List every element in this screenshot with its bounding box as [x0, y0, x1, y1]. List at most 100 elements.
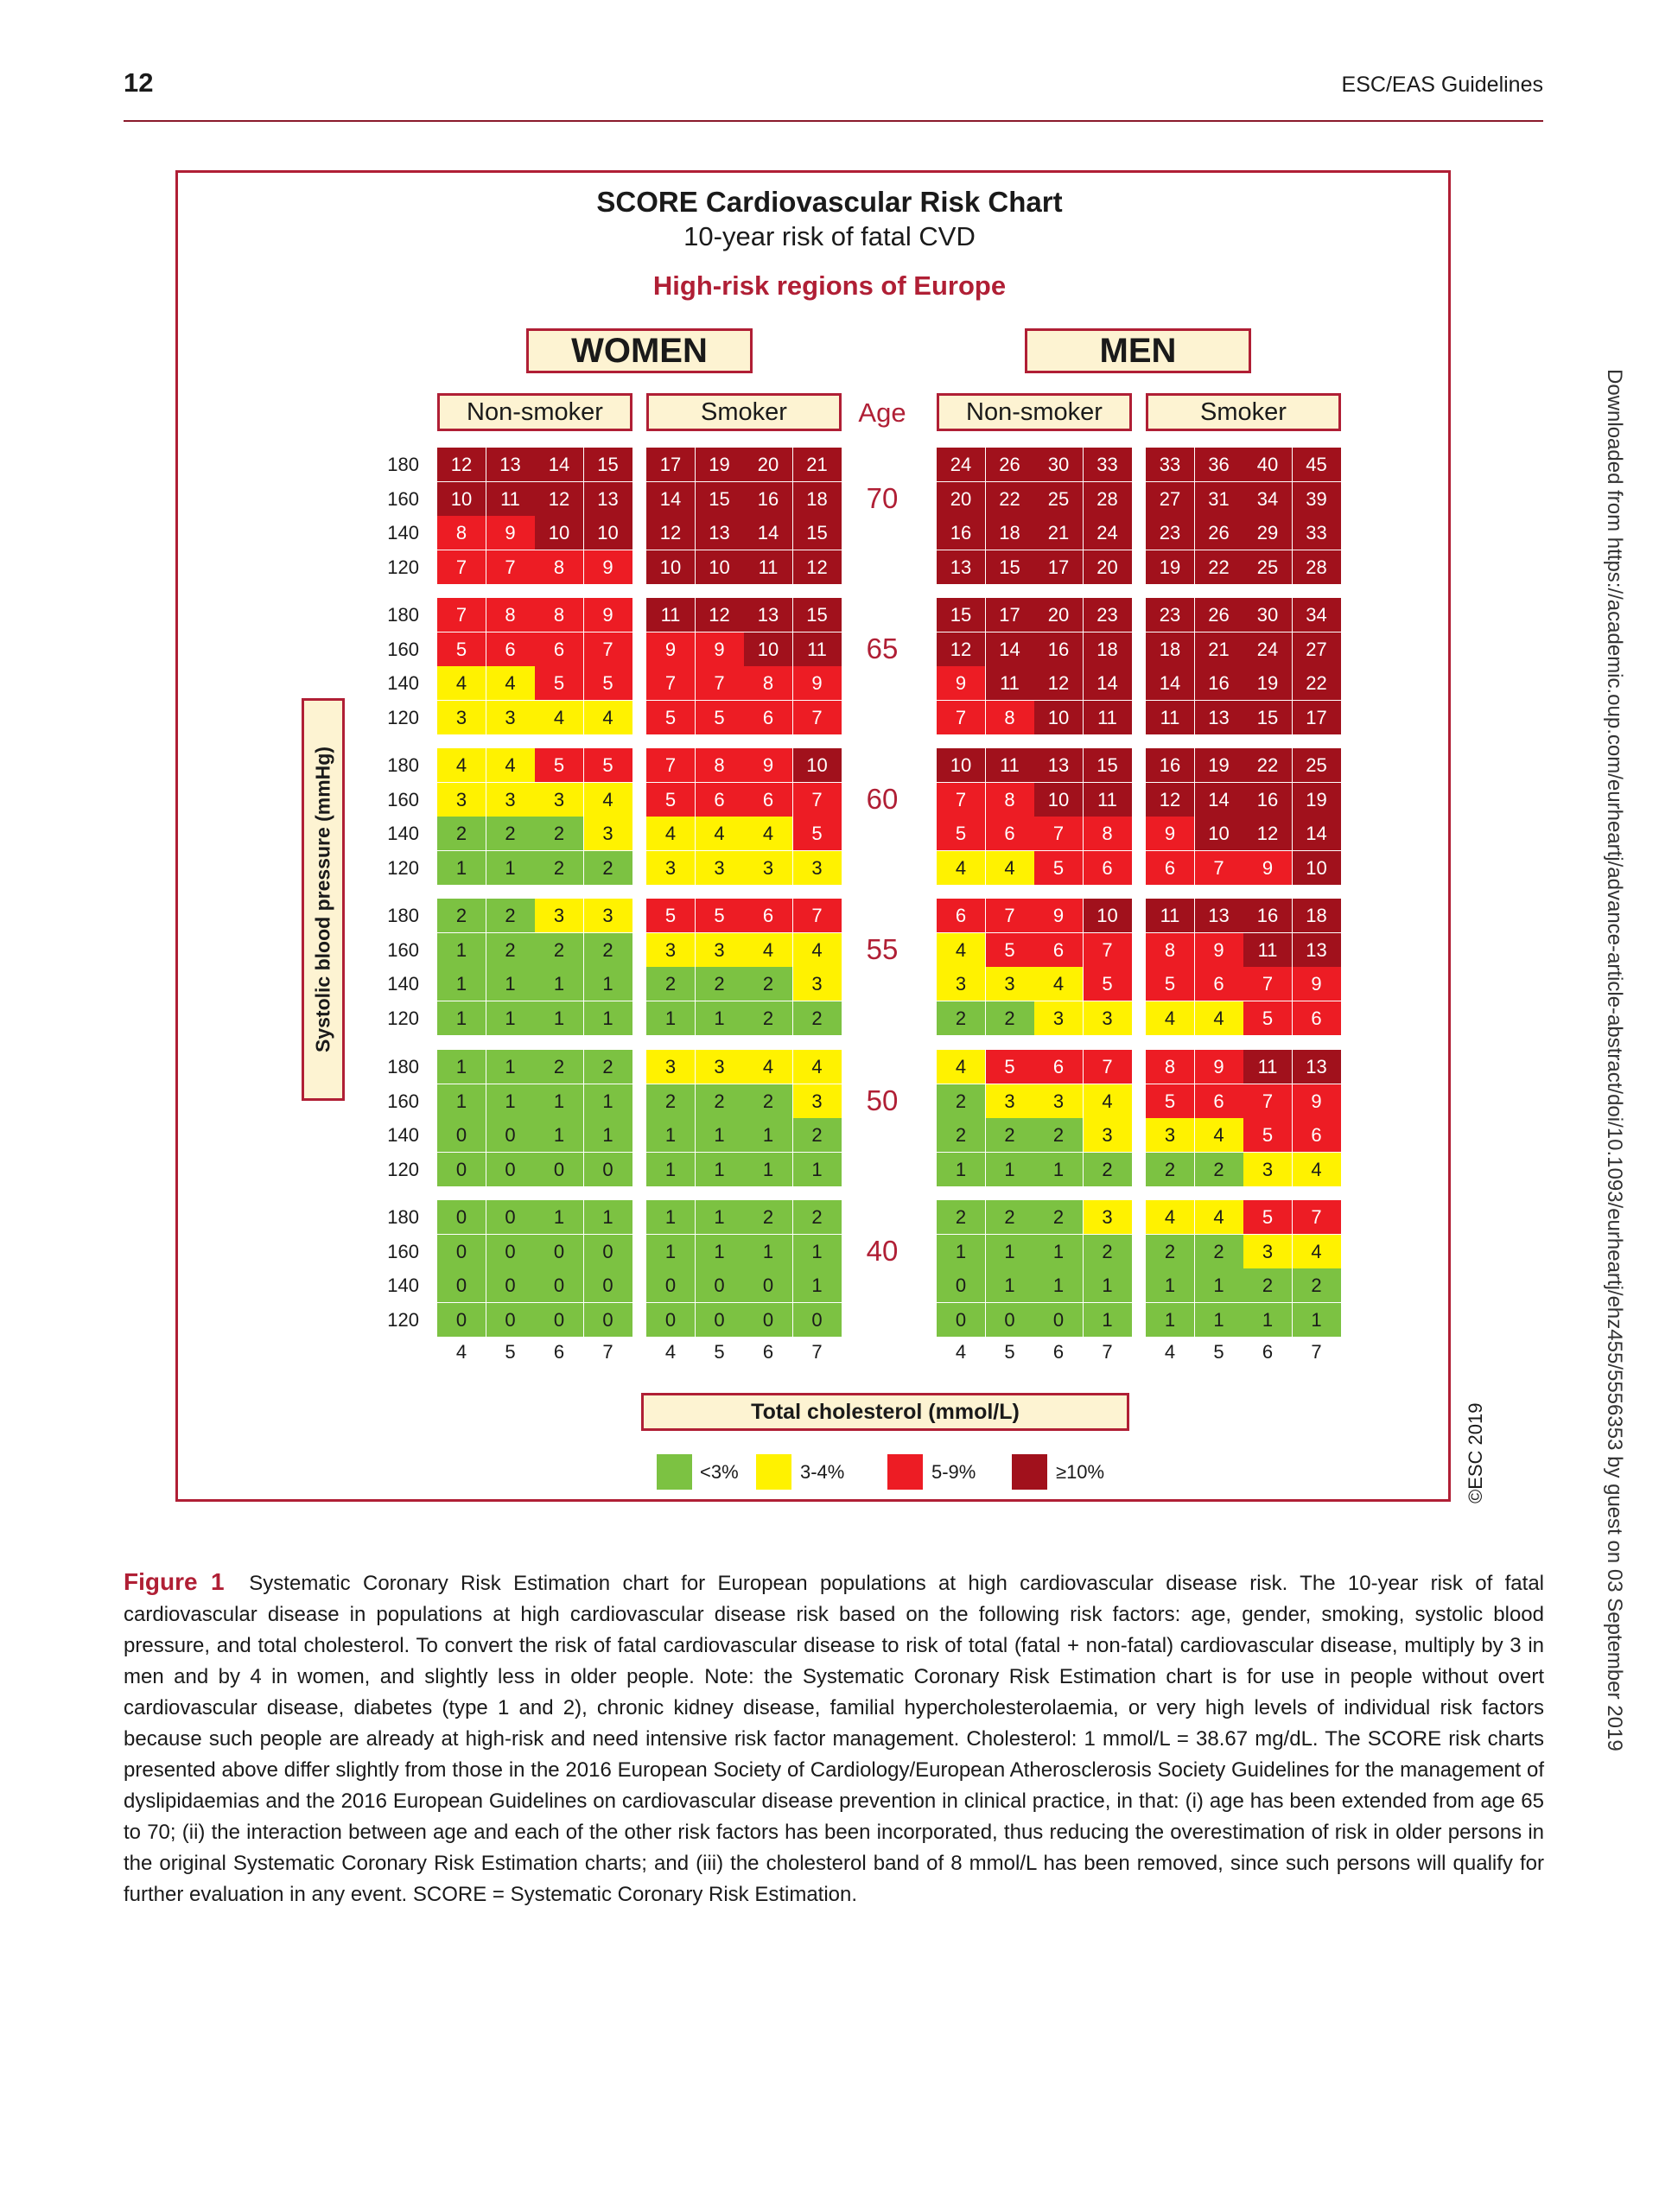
- risk-cell: 2: [937, 1084, 985, 1118]
- risk-cell: 2: [535, 850, 583, 885]
- men-smoker-header: Smoker: [1146, 393, 1341, 431]
- risk-cell: 3: [1243, 1234, 1292, 1268]
- cholesterol-tick: 6: [553, 1341, 565, 1363]
- risk-cell: 0: [437, 1200, 486, 1234]
- risk-cell: 1: [1243, 1302, 1292, 1337]
- risk-cell: 0: [583, 1268, 632, 1302]
- risk-cell: 4: [486, 666, 535, 700]
- risk-cell: 0: [695, 1302, 744, 1337]
- risk-cell: 6: [695, 782, 744, 817]
- risk-cell: 8: [695, 748, 744, 782]
- y-axis-label-box: Systolic blood pressure (mmHg): [302, 698, 345, 1101]
- cholesterol-tick: 7: [811, 1341, 823, 1363]
- risk-cell: 33: [1292, 516, 1341, 550]
- risk-cell: 2: [985, 1118, 1034, 1152]
- risk-cell: 0: [437, 1118, 486, 1152]
- risk-cell: 2: [792, 1001, 842, 1035]
- risk-cell: 14: [744, 516, 792, 550]
- risk-cell: 14: [985, 632, 1034, 666]
- risk-cell: 14: [1083, 666, 1132, 700]
- risk-cell: 15: [937, 598, 985, 632]
- risk-cell: 4: [1146, 1001, 1194, 1035]
- risk-cell: 9: [744, 748, 792, 782]
- risk-cell: 3: [646, 932, 695, 967]
- cholesterol-tick: 5: [1004, 1341, 1015, 1363]
- risk-cell: 23: [1146, 598, 1194, 632]
- risk-cell: 12: [1034, 666, 1083, 700]
- risk-cell: 0: [535, 1302, 583, 1337]
- risk-cell: 2: [437, 899, 486, 932]
- risk-cell: 5: [1146, 1084, 1194, 1118]
- risk-cell: 21: [1034, 516, 1083, 550]
- risk-cell: 0: [646, 1302, 695, 1337]
- bp-label: 140: [387, 672, 419, 694]
- risk-cell: 3: [695, 932, 744, 967]
- risk-cell: 13: [695, 516, 744, 550]
- risk-cell: 7: [985, 899, 1034, 932]
- legend-label-yellow: 3-4%: [800, 1461, 845, 1483]
- risk-cell: 22: [1243, 748, 1292, 782]
- risk-cell: 17: [1034, 550, 1083, 584]
- risk-cell: 23: [1146, 516, 1194, 550]
- risk-cell: 7: [792, 899, 842, 932]
- risk-cell: 2: [486, 817, 535, 850]
- risk-cell: 6: [1194, 967, 1243, 1001]
- risk-cell: 3: [583, 817, 632, 850]
- risk-cell: 4: [1194, 1200, 1243, 1234]
- risk-cell: 3: [1146, 1118, 1194, 1152]
- caption-label: Figure 1: [124, 1568, 225, 1595]
- risk-cell: 20: [744, 448, 792, 481]
- risk-cell: 2: [744, 1001, 792, 1035]
- women-smoker-header: Smoker: [646, 393, 842, 431]
- risk-cell: 26: [985, 448, 1034, 481]
- risk-cell: 0: [486, 1234, 535, 1268]
- risk-cell: 11: [1146, 700, 1194, 734]
- risk-cell: 11: [486, 481, 535, 516]
- risk-cell: 8: [1146, 932, 1194, 967]
- cholesterol-tick: 6: [762, 1341, 774, 1363]
- risk-cell: 1: [583, 967, 632, 1001]
- risk-cell: 16: [1146, 748, 1194, 782]
- risk-cell: 1: [437, 967, 486, 1001]
- risk-cell: 28: [1292, 550, 1341, 584]
- risk-cell: 9: [937, 666, 985, 700]
- cholesterol-tick: 6: [1052, 1341, 1065, 1363]
- risk-cell: 34: [1243, 481, 1292, 516]
- risk-cell: 3: [437, 782, 486, 817]
- risk-cell: 1: [792, 1152, 842, 1186]
- risk-cell: 5: [437, 632, 486, 666]
- risk-cell: 8: [985, 700, 1034, 734]
- risk-cell: 9: [1034, 899, 1083, 932]
- risk-cell: 1: [695, 1200, 744, 1234]
- risk-cell: 1: [937, 1152, 985, 1186]
- risk-cell: 4: [985, 850, 1034, 885]
- risk-cell: 11: [1083, 700, 1132, 734]
- risk-cell: 4: [1194, 1001, 1243, 1035]
- cholesterol-tick: 4: [664, 1341, 677, 1363]
- risk-cell: 4: [1083, 1084, 1132, 1118]
- copyright: ©ESC 2019: [1465, 1402, 1486, 1504]
- bp-label: 180: [387, 1206, 419, 1228]
- risk-cell: 18: [985, 516, 1034, 550]
- risk-cell: 8: [535, 550, 583, 584]
- cholesterol-tick: 5: [505, 1341, 516, 1363]
- risk-cell: 16: [1194, 666, 1243, 700]
- risk-cell: 27: [1146, 481, 1194, 516]
- risk-cell: 7: [1083, 1050, 1132, 1084]
- risk-cell: 9: [1194, 1050, 1243, 1084]
- risk-cell: 15: [1083, 748, 1132, 782]
- risk-cell: 10: [1034, 700, 1083, 734]
- risk-cell: 2: [1083, 1234, 1132, 1268]
- cholesterol-tick: 4: [955, 1341, 967, 1363]
- risk-cell: 1: [792, 1234, 842, 1268]
- bp-label: 160: [387, 487, 419, 510]
- bp-label: 140: [387, 973, 419, 995]
- figure-frame: [175, 170, 1451, 1502]
- risk-cell: 2: [744, 967, 792, 1001]
- risk-cell: 5: [646, 782, 695, 817]
- risk-cell: 5: [1243, 1001, 1292, 1035]
- risk-cell: 2: [937, 1118, 985, 1152]
- risk-cell: 10: [646, 550, 695, 584]
- risk-cell: 2: [583, 1050, 632, 1084]
- risk-cell: 5: [985, 1050, 1034, 1084]
